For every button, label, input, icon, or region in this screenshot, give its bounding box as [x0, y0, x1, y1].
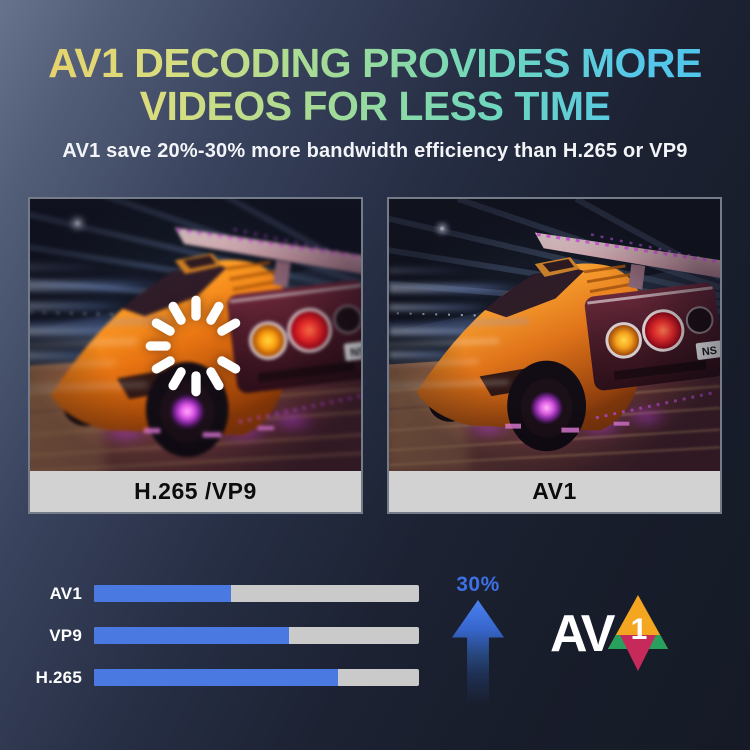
video-frame-av1	[389, 199, 720, 471]
car-photo-sharp	[389, 199, 720, 471]
bar-label-vp9: VP9	[49, 625, 82, 645]
bar-fill-vp9	[94, 627, 289, 644]
comparison-panel-h265-vp9: H.265 /VP9	[28, 197, 363, 514]
title-line-1: AV1 DECODING PROVIDES MORE	[48, 40, 702, 86]
bar-fill-av1	[94, 585, 231, 602]
bar-label-h265: H.265	[35, 667, 82, 687]
comparison-panel-av1: AV1	[387, 197, 722, 514]
panel-label-av1: AV1	[389, 471, 720, 512]
panel-label-h265-vp9: H.265 /VP9	[30, 471, 361, 512]
codec-comparison: H.265 /VP9 AV1	[28, 197, 722, 514]
av1-logo-text: AV	[550, 605, 615, 663]
bar-fill-h265	[94, 669, 338, 686]
improvement-callout: 30%	[446, 572, 510, 704]
bar-track-av1	[94, 585, 419, 602]
av1-triangle-icon: 1	[608, 595, 669, 671]
header: AV1 DECODING PROVIDES MORE VIDEOS FOR LE…	[0, 42, 750, 163]
loading-spinner-icon	[145, 295, 240, 397]
page-subtitle: AV1 save 20%-30% more bandwidth efficien…	[62, 140, 688, 163]
av1-logo: AV 1	[550, 588, 670, 677]
bar-label-av1: AV1	[49, 583, 82, 603]
chart-row: VP9	[20, 625, 420, 645]
video-frame-h265	[30, 199, 361, 471]
bandwidth-chart: AV1 VP9 H.265	[20, 583, 420, 711]
page-title: AV1 DECODING PROVIDES MORE VIDEOS FOR LE…	[0, 42, 750, 127]
chart-row: H.265	[20, 667, 420, 687]
up-arrow-icon	[452, 600, 504, 704]
chart-row: AV1	[20, 583, 420, 603]
av1-logo-one: 1	[631, 613, 648, 646]
title-line-2: VIDEOS FOR LESS TIME	[139, 82, 611, 129]
bar-track-h265	[94, 669, 419, 686]
bar-track-vp9	[94, 627, 419, 644]
improvement-value: 30%	[456, 573, 500, 596]
